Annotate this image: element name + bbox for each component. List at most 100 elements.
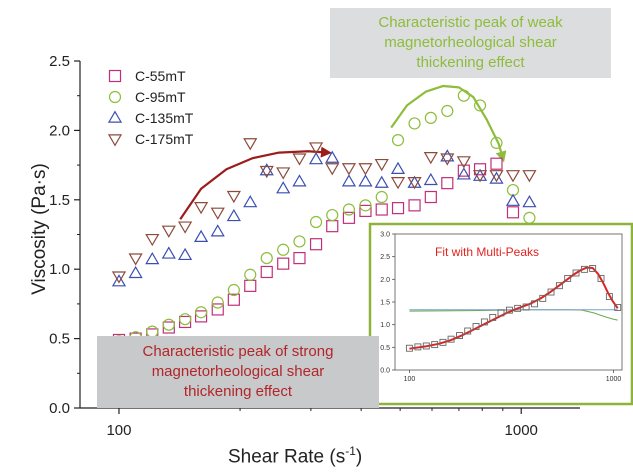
data-point-c-55mt: [211, 303, 224, 316]
inset-data-point: [472, 323, 480, 330]
data-point-c-135mt: [374, 175, 389, 188]
inset-x-tick-label: 100: [404, 376, 416, 383]
data-point-c-95mt: [523, 211, 536, 224]
data-point-c-175mt: [243, 138, 258, 151]
trend-arrow: [390, 84, 507, 163]
data-point-c-175mt: [456, 156, 471, 169]
weak-peak-annotation: Characteristic peak of weak magnetorheol…: [330, 8, 611, 78]
data-point-c-135mt: [489, 171, 504, 184]
inset-data-point: [405, 344, 413, 352]
data-point-c-175mt: [161, 225, 176, 238]
data-point-c-135mt: [292, 174, 307, 187]
inset-data-point: [505, 306, 513, 314]
y-tick-label: 0.0: [49, 400, 70, 417]
data-point-c-175mt: [145, 233, 160, 247]
inset-data-point: [480, 318, 488, 326]
data-point-c-175mt: [128, 253, 143, 266]
inset-data-point: [547, 288, 555, 296]
data-point-c-175mt: [407, 177, 422, 190]
data-point-c-175mt: [292, 153, 307, 166]
data-point-c-55mt: [408, 199, 421, 212]
inset-data-point: [597, 274, 605, 282]
inset-data-point: [489, 313, 497, 321]
inset-data-point: [589, 265, 597, 272]
strong-annotation-line-2: magnetorheological shear: [151, 363, 325, 380]
data-point-c-95mt: [473, 99, 487, 112]
y-axis-title: Viscosity (Pa·s): [29, 163, 50, 295]
data-point-c-95mt: [391, 134, 405, 147]
data-point-c-135mt: [276, 181, 291, 194]
y-tick-label: 0.5: [49, 331, 70, 348]
weak-annotation-line-2: magnetorheological shear: [384, 34, 557, 51]
data-point-c-175mt: [440, 153, 455, 166]
data-point-c-95mt: [227, 283, 240, 297]
data-point-c-175mt: [522, 170, 537, 183]
data-point-c-95mt: [293, 235, 306, 248]
data-point-c-55mt: [457, 164, 470, 177]
data-point-c-95mt: [342, 203, 356, 216]
data-point-c-55mt: [441, 177, 454, 190]
strong-peak-annotation: Characteristic peak of strong magnetorhe…: [97, 336, 379, 408]
data-point-c-55mt: [277, 257, 290, 270]
data-point-c-95mt: [424, 111, 437, 125]
data-point-c-95mt: [162, 318, 175, 331]
weak-annotation-line-1: Characteristic peak of weak: [378, 14, 563, 31]
data-point-c-95mt: [194, 306, 208, 319]
data-point-c-175mt: [472, 170, 488, 183]
data-point-c-135mt: [390, 161, 406, 174]
data-point-c-135mt: [423, 172, 438, 186]
data-point-c-135mt: [193, 229, 209, 243]
inset-data-point: [447, 335, 455, 343]
data-point-c-135mt: [440, 149, 455, 162]
data-point-c-175mt: [210, 207, 225, 220]
inset-y-tick-label: 0.0: [380, 368, 390, 375]
inset-data-point: [497, 309, 505, 317]
data-point-c-135mt: [128, 265, 143, 279]
inset-y-tick-label: 0.5: [380, 345, 390, 352]
data-point-c-135mt: [358, 174, 373, 187]
data-point-c-55mt: [293, 251, 306, 265]
data-point-c-135mt: [325, 150, 340, 163]
data-point-c-175mt: [226, 190, 241, 204]
legend-marker: [107, 134, 123, 147]
data-point-c-55mt: [342, 211, 356, 224]
data-point-c-95mt: [457, 89, 470, 102]
inset-data-point: [531, 300, 538, 308]
data-point-c-55mt: [473, 163, 487, 176]
data-point-c-135mt: [407, 175, 422, 188]
data-point-c-55mt: [326, 220, 339, 233]
data-point-c-55mt: [359, 204, 372, 218]
inset-data-point: [580, 265, 588, 273]
data-point-c-135mt: [177, 247, 193, 261]
inset-x-tick-label: 1000: [606, 376, 622, 383]
data-point-c-135mt: [259, 163, 274, 176]
data-point-c-175mt: [177, 221, 193, 234]
legend-label: C-135mT: [135, 110, 194, 126]
inset-y-tick-label: 1.5: [380, 300, 390, 307]
inset-data-point: [514, 304, 522, 312]
legend-marker: [108, 90, 122, 104]
legend-label: C-95mT: [135, 89, 186, 105]
inset-data-point: [555, 282, 563, 290]
data-point-c-135mt: [243, 195, 258, 208]
data-point-c-55mt: [162, 321, 175, 334]
data-point-c-175mt: [276, 167, 291, 180]
weak-annotation-line-3: thickening effect: [416, 54, 525, 71]
data-point-c-135mt: [226, 208, 241, 222]
data-point-c-95mt: [375, 190, 388, 204]
data-point-c-135mt: [522, 195, 537, 208]
data-point-c-55mt: [227, 293, 240, 306]
x-axis-title-text: Shear Rate (s: [228, 446, 346, 468]
y-tick-label: 1.5: [49, 192, 70, 209]
inset-data-point: [456, 332, 463, 339]
data-point-c-175mt: [505, 170, 521, 183]
data-point-c-175mt: [308, 142, 324, 155]
inset-data-point: [572, 269, 580, 277]
legend-marker: [108, 69, 122, 83]
trend-arrow: [179, 146, 332, 220]
data-point-c-175mt: [390, 177, 406, 190]
data-point-c-55mt: [424, 190, 437, 204]
data-point-c-175mt: [193, 202, 209, 215]
data-point-c-135mt: [308, 152, 324, 165]
